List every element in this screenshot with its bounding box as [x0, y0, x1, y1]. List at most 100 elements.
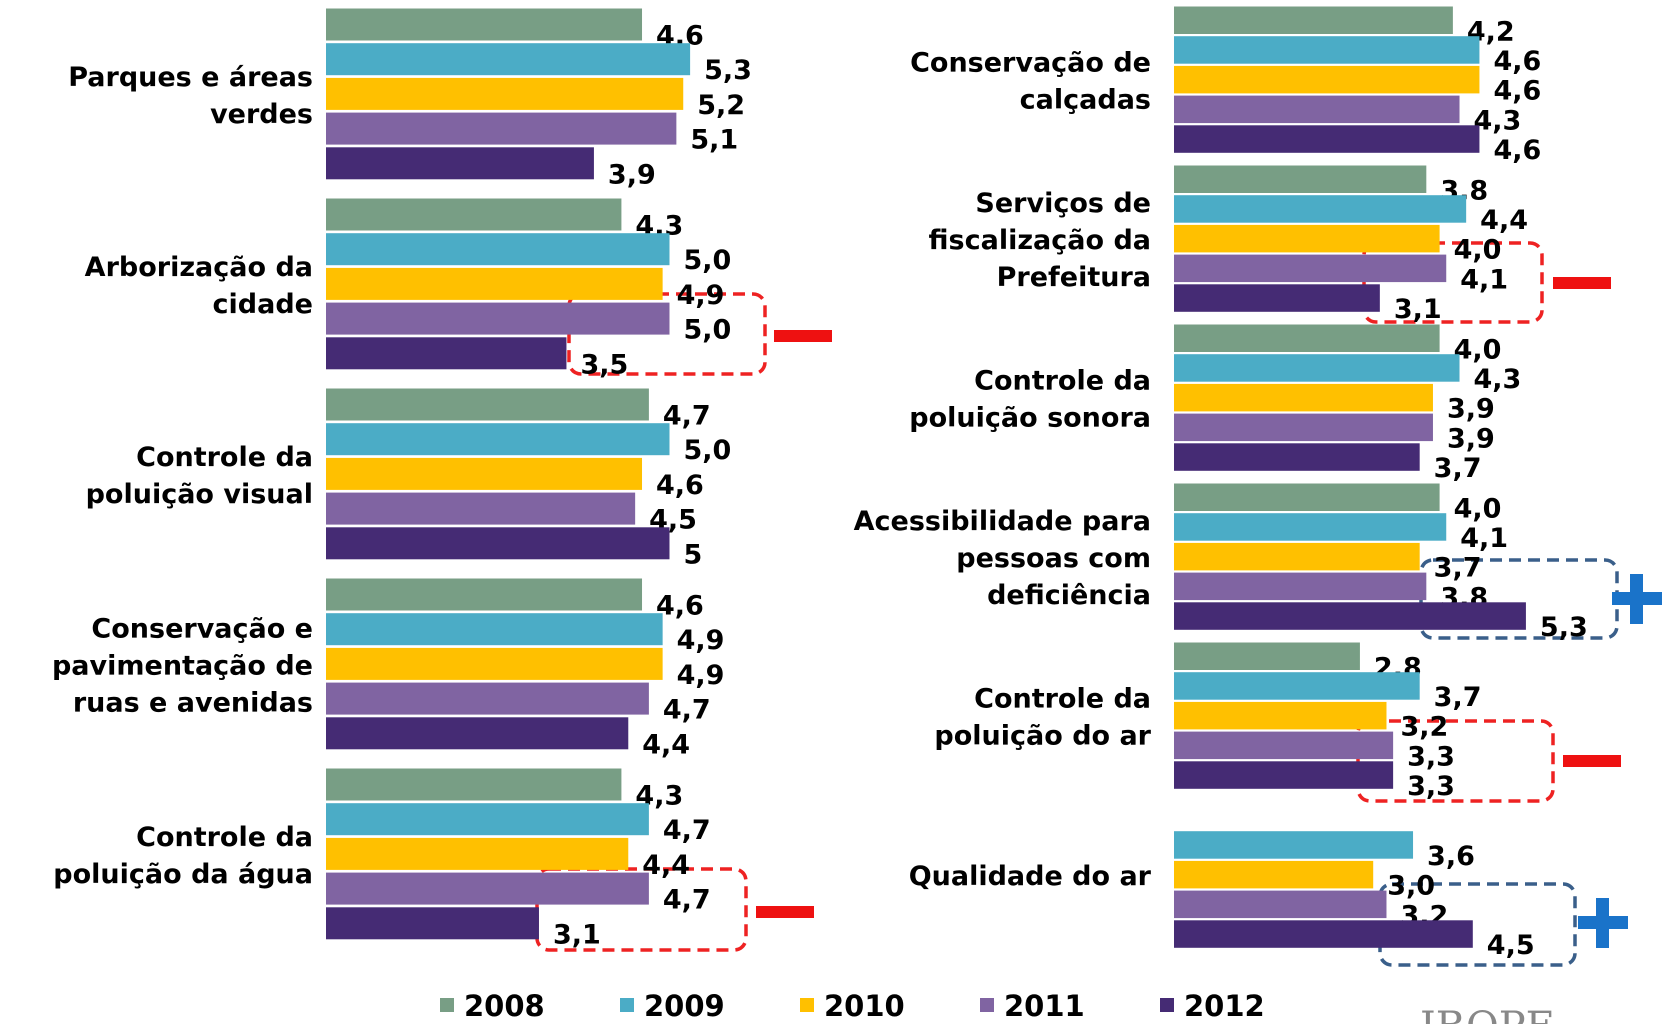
value-label: 4,7 — [663, 815, 711, 846]
value-label: 3,7 — [1434, 453, 1482, 484]
value-label: 4,7 — [663, 695, 711, 726]
category-label: Parques e áreas verdes — [68, 62, 313, 130]
bar — [1174, 920, 1473, 948]
bar — [1174, 731, 1394, 760]
bar — [1174, 284, 1380, 312]
bar — [326, 768, 622, 801]
bar — [1174, 413, 1433, 442]
category-label: Arborização da cidade — [85, 252, 313, 320]
value-label: 3,1 — [553, 919, 601, 950]
category-label: Serviços de fiscalização da Prefeitura — [929, 188, 1151, 293]
bar — [1174, 95, 1460, 124]
bar — [326, 267, 663, 300]
category-label: Controle da poluição sonora — [909, 365, 1151, 433]
value-label: 4,6 — [1493, 135, 1541, 166]
bar — [1174, 642, 1360, 670]
bar — [1174, 224, 1440, 253]
bar — [1174, 443, 1420, 471]
bar — [1174, 383, 1433, 412]
bar — [1174, 483, 1440, 511]
value-label: 5,0 — [684, 315, 732, 346]
bar — [1174, 36, 1480, 64]
value-label: 3,6 — [1427, 841, 1475, 872]
value-label: 3,3 — [1407, 771, 1455, 802]
legend-swatch — [440, 998, 454, 1012]
minus-sign — [1563, 755, 1621, 767]
bar — [326, 647, 663, 680]
value-label: 3,7 — [1434, 553, 1482, 584]
bar — [326, 233, 670, 266]
bar — [1174, 513, 1447, 541]
bar — [326, 423, 670, 456]
category-label: Acessibilidade para pessoas com deficiênci… — [854, 506, 1151, 611]
value-label: 3,9 — [608, 159, 656, 190]
value-label: 3,0 — [1387, 871, 1435, 902]
value-label: 4,4 — [642, 850, 690, 881]
bar — [326, 388, 649, 421]
bar — [326, 147, 594, 180]
value-label: 3,7 — [1434, 682, 1482, 713]
value-label: 5,1 — [690, 125, 738, 156]
plus-sign — [1578, 898, 1628, 948]
bar — [326, 492, 636, 525]
value-label: 5,3 — [1540, 612, 1588, 643]
value-label: 4,7 — [663, 401, 711, 432]
legend-swatch — [620, 998, 634, 1012]
value-label: 4,1 — [1460, 523, 1508, 554]
bar — [1174, 165, 1427, 193]
bar — [1174, 195, 1467, 223]
minus-sign — [774, 330, 832, 342]
value-label: 3,2 — [1400, 712, 1448, 743]
logo: IBOPE — [1420, 1004, 1555, 1024]
signs — [756, 277, 1662, 948]
value-label: 5,2 — [697, 90, 745, 121]
category-label: Controle da poluição do ar — [934, 683, 1151, 751]
bar — [1174, 831, 1414, 859]
value-label: 5,3 — [704, 55, 752, 86]
value-label: 3,5 — [580, 349, 628, 380]
bar — [1174, 324, 1440, 352]
legend-swatch — [1160, 998, 1174, 1012]
bar — [326, 457, 643, 490]
value-label: 3,9 — [1447, 423, 1495, 454]
bar — [1174, 860, 1374, 889]
value-label: 4,9 — [677, 660, 725, 691]
bar — [1174, 701, 1387, 730]
highlight-box — [1356, 719, 1555, 803]
value-label: 4,6 — [1493, 46, 1541, 77]
bar — [1174, 354, 1460, 382]
category-label: Conservação e pavimentação de ruas e aveni… — [52, 613, 313, 718]
legend-label: 2010 — [824, 989, 905, 1023]
bar — [326, 43, 691, 76]
bar — [326, 8, 643, 41]
value-label: 4,6 — [1493, 76, 1541, 107]
value-label: 4,1 — [1460, 264, 1508, 295]
bar — [326, 337, 567, 370]
legend-label: 2012 — [1184, 989, 1265, 1023]
minus-sign — [756, 906, 814, 918]
value-label: 4,0 — [1454, 493, 1502, 524]
legend-swatch — [980, 998, 994, 1012]
bar — [326, 682, 649, 715]
category-label: Controle da poluição visual — [86, 442, 313, 510]
bar — [1174, 65, 1480, 94]
bar — [1174, 572, 1427, 601]
value-label: 4,6 — [656, 591, 704, 622]
value-label: 3,9 — [1447, 394, 1495, 425]
value-label: 4,4 — [642, 729, 690, 760]
value-label: 4,9 — [677, 625, 725, 656]
category-label: Qualidade do ar — [909, 861, 1152, 892]
bar — [326, 717, 629, 750]
bar — [326, 837, 629, 870]
value-label: 3,1 — [1394, 294, 1442, 325]
value-label: 4,0 — [1454, 334, 1502, 365]
category-label: Controle da poluição da água — [53, 822, 313, 890]
bar — [326, 112, 677, 145]
value-label: 4,3 — [1474, 364, 1522, 395]
value-label: 4,4 — [1480, 205, 1528, 236]
bar — [1174, 6, 1453, 34]
legend-label: 2011 — [1004, 989, 1085, 1023]
value-label: 4,7 — [663, 885, 711, 916]
bar — [1174, 761, 1394, 789]
value-label: 5 — [684, 539, 703, 570]
